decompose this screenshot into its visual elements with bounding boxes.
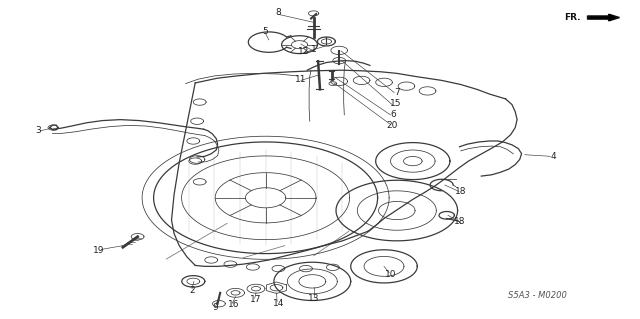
Text: 15: 15	[390, 99, 401, 108]
Text: 18: 18	[455, 187, 467, 196]
Text: 4: 4	[551, 152, 556, 161]
Text: 12: 12	[298, 47, 310, 56]
Text: 11: 11	[295, 75, 307, 84]
Text: 20: 20	[387, 121, 398, 130]
Text: FR.: FR.	[564, 13, 581, 22]
Text: 1: 1	[311, 45, 316, 54]
Text: S5A3 - M0200: S5A3 - M0200	[508, 291, 567, 300]
Text: 14: 14	[273, 299, 285, 308]
Text: 9: 9	[213, 303, 218, 312]
Polygon shape	[588, 14, 620, 21]
Text: 2: 2	[189, 286, 195, 295]
Text: 13: 13	[308, 294, 319, 303]
Text: 10: 10	[385, 270, 396, 279]
Text: 8: 8	[276, 8, 281, 17]
Text: 17: 17	[250, 295, 262, 304]
Text: 7: 7	[394, 88, 399, 97]
Text: 16: 16	[228, 300, 239, 309]
Text: 19: 19	[93, 246, 105, 255]
Text: 3: 3	[36, 126, 41, 135]
Text: 6: 6	[391, 110, 396, 119]
Text: 18: 18	[454, 217, 465, 226]
Text: 5: 5	[263, 27, 268, 36]
